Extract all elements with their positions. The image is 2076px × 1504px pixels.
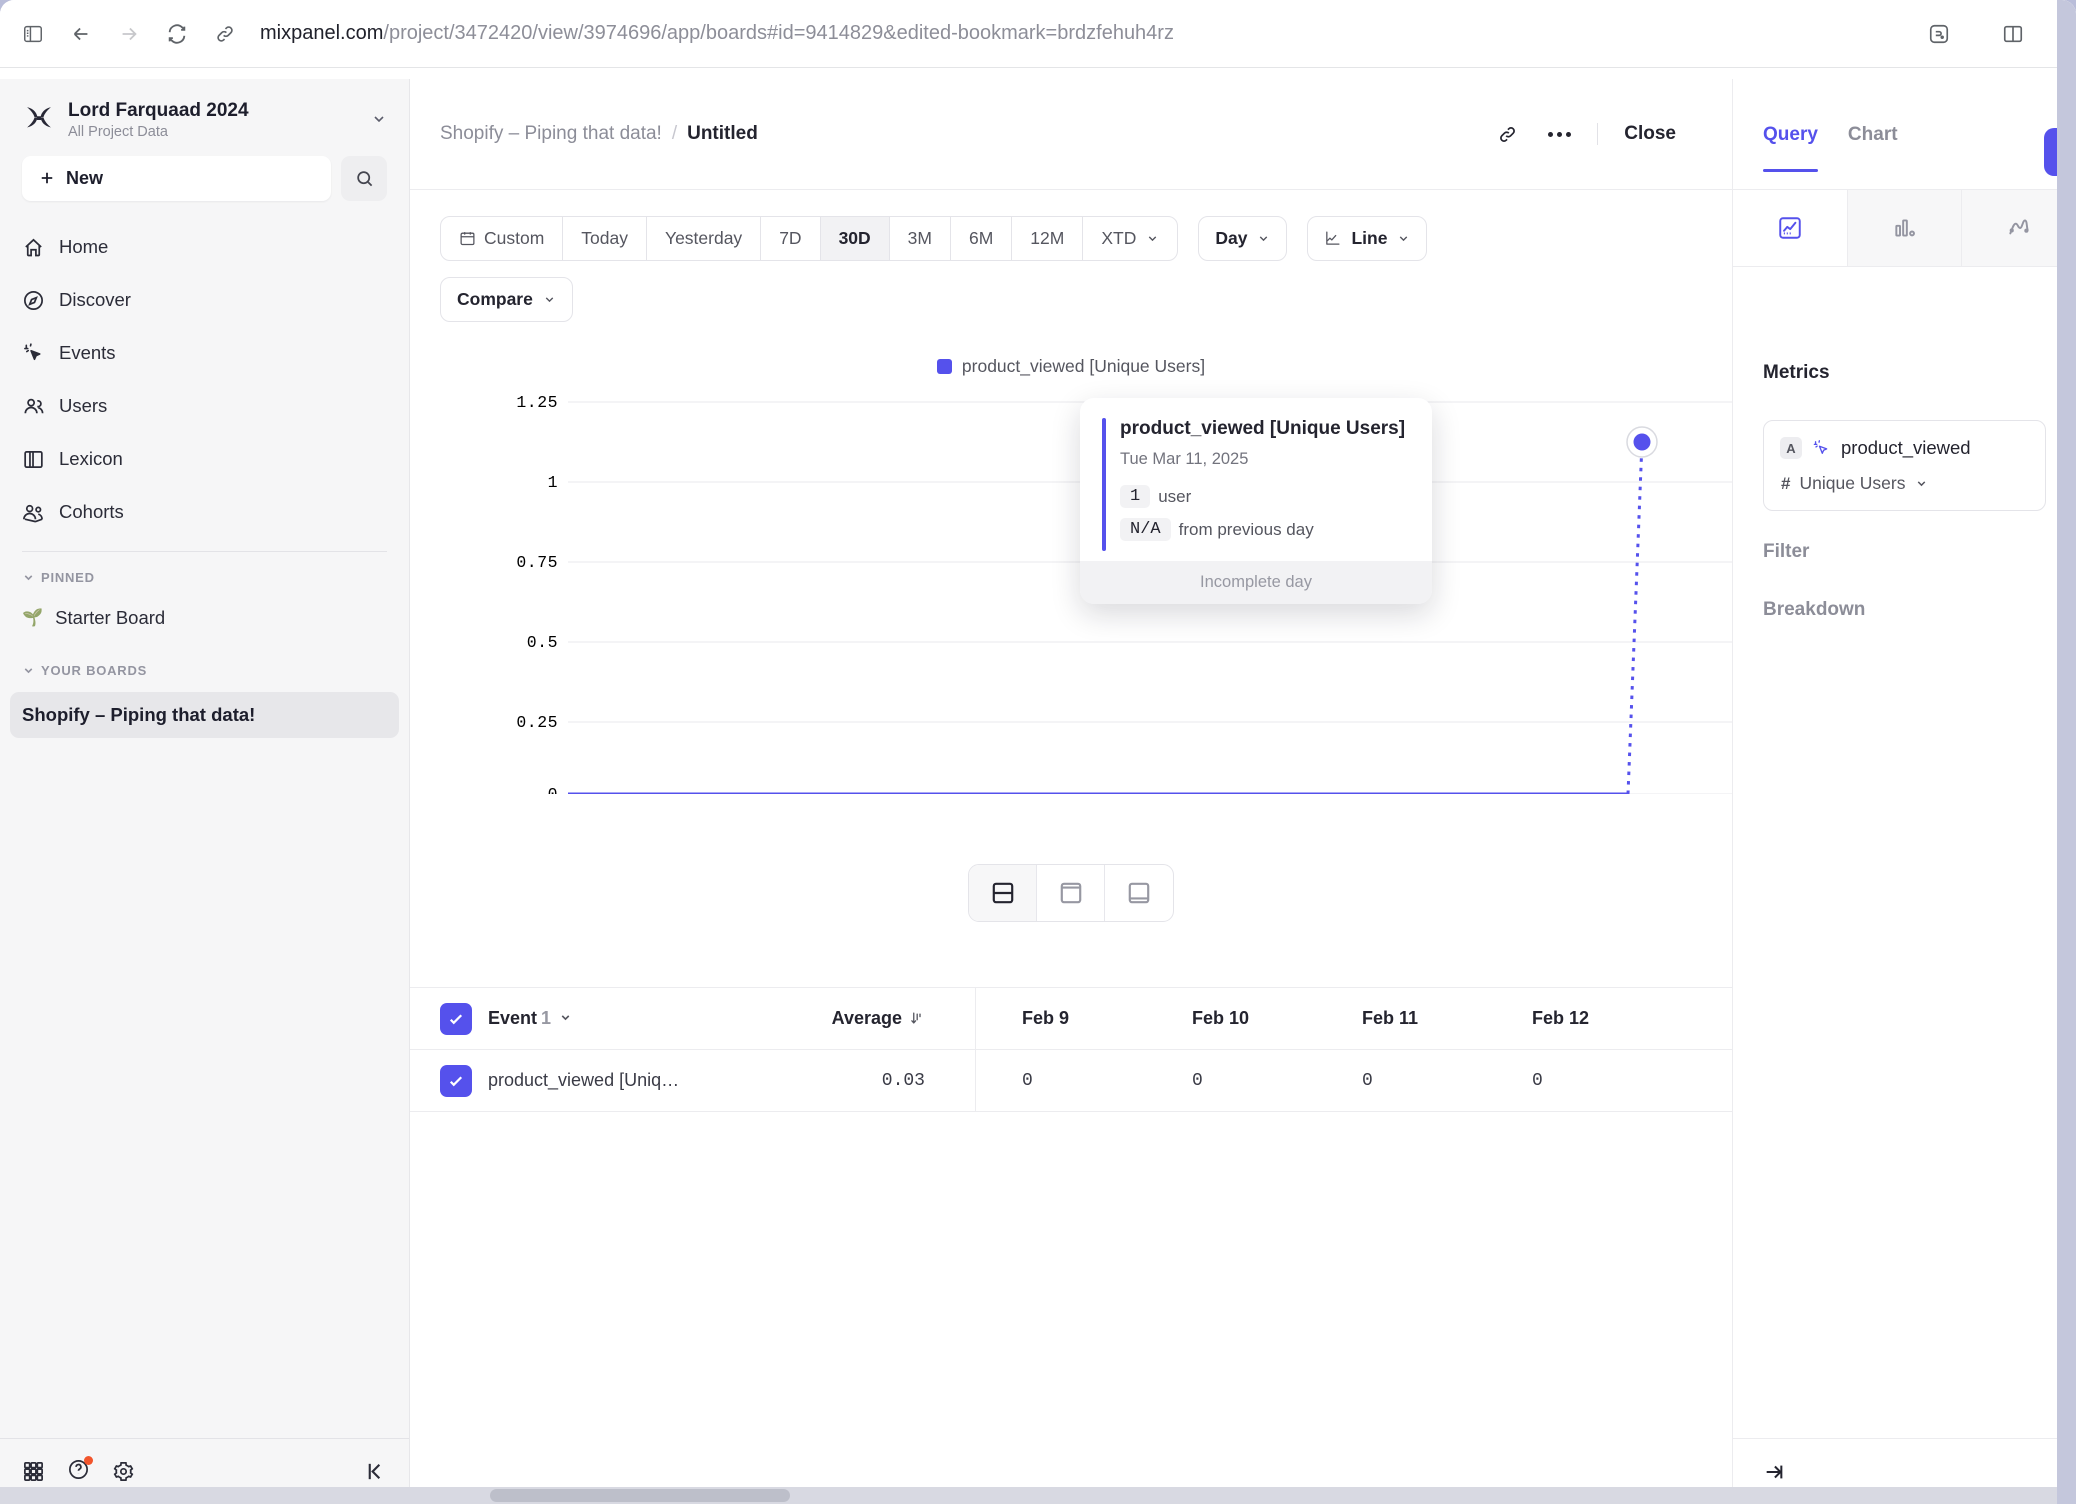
svg-text:0.25: 0.25 [516,713,558,732]
svg-text:0.75: 0.75 [516,553,558,572]
svg-text:1.25: 1.25 [516,394,558,412]
svg-text:1: 1 [548,473,558,492]
svg-text:0: 0 [548,785,558,794]
svg-text:0.5: 0.5 [527,633,558,652]
